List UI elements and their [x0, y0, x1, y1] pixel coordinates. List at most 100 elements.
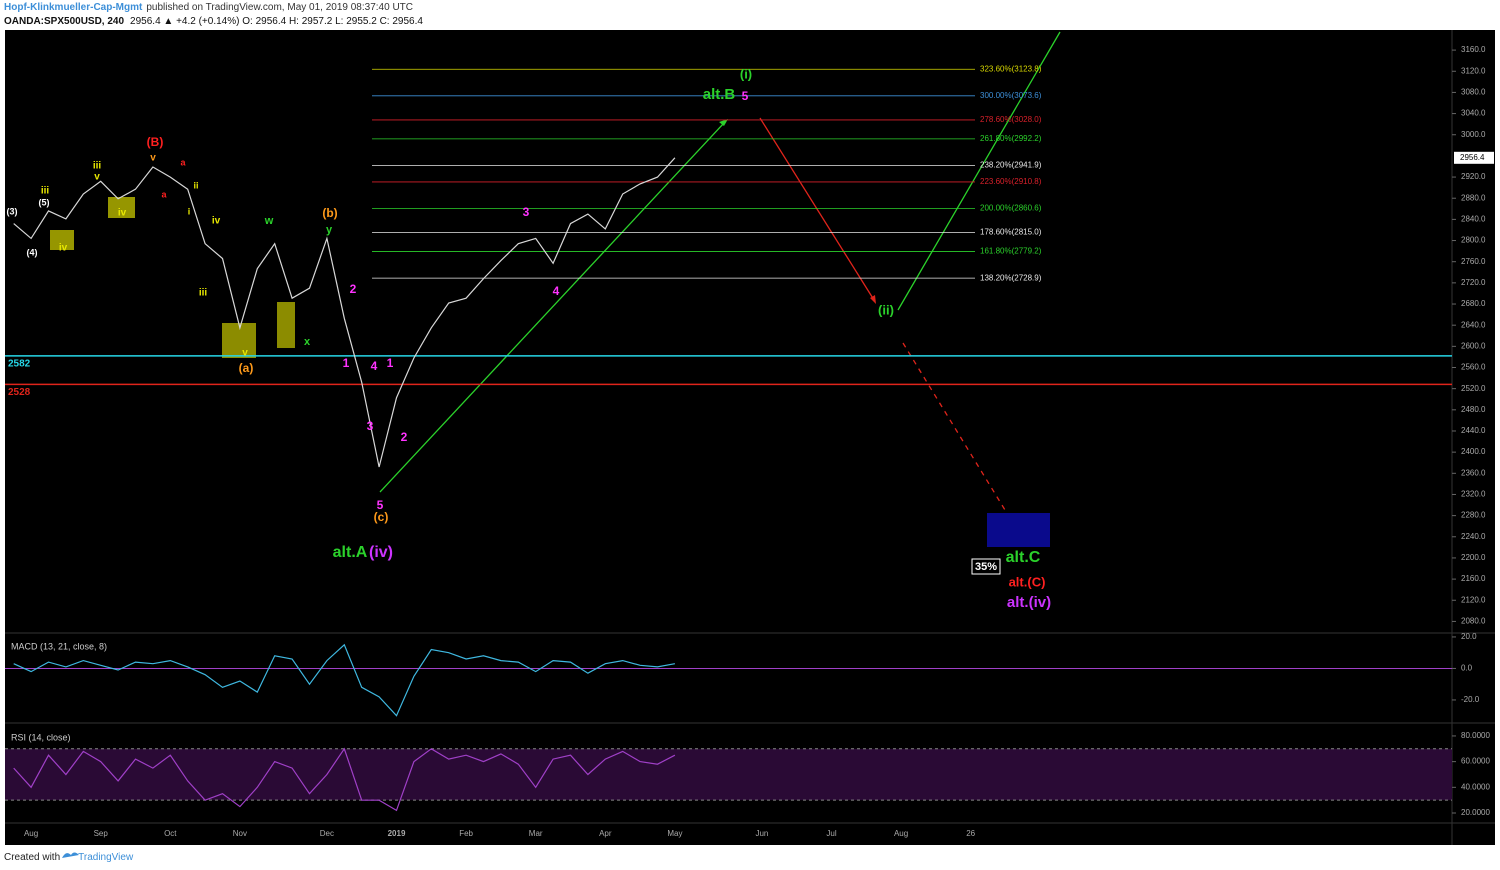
y-tick-label: 2080.0: [1461, 617, 1486, 626]
y-tick-label: 3000.0: [1461, 130, 1486, 139]
wave-label: alt.(iv): [1007, 594, 1051, 611]
symbol: OANDA:SPX500USD, 240: [4, 16, 124, 27]
x-tick-label: Jul: [826, 829, 836, 838]
x-tick-label: Feb: [459, 829, 473, 838]
fib-label: 261.80%(2992.2): [980, 134, 1042, 143]
wave-label: v: [150, 153, 156, 164]
series-line: [13, 157, 676, 468]
y-tick-label: 2520.0: [1461, 384, 1486, 393]
brand-icon: [62, 852, 79, 858]
wave-label: w: [264, 215, 274, 227]
y-tick-label: 2360.0: [1461, 468, 1486, 477]
wave-label: ii: [193, 180, 198, 190]
wave-label: iv: [59, 243, 68, 254]
arrow-head: [719, 119, 728, 126]
last-price-label: 2956.4: [1460, 153, 1485, 162]
wave-label: (b): [322, 206, 337, 220]
y-tick-label: 2200.0: [1461, 553, 1486, 562]
symbol-line: OANDA:SPX500USD, 240 2956.4 ▲ +4.2 (+0.14…: [4, 16, 423, 27]
y-tick-label: 40.0000: [1461, 782, 1490, 791]
footer-line: Created with TradingView: [4, 852, 134, 863]
author[interactable]: Hopf-Klinkmueller-Cap-Mgmt: [4, 2, 143, 13]
y-tick-label: 3080.0: [1461, 88, 1486, 97]
wave-label: (5): [39, 197, 50, 207]
level-label: 2582: [8, 359, 31, 370]
x-tick-label: Apr: [599, 829, 612, 838]
y-tick-label: 2480.0: [1461, 405, 1486, 414]
rsi-band: [5, 748, 1452, 801]
wave-label: (a): [239, 361, 254, 375]
x-tick-label: Oct: [164, 829, 177, 838]
wave-label: alt.(C): [1009, 574, 1046, 589]
header-line: Hopf-Klinkmueller-Cap-Mgmt published on T…: [4, 2, 413, 13]
y-tick-label: 2280.0: [1461, 511, 1486, 520]
wave-label: 2: [350, 282, 357, 296]
wave-label: (ii): [878, 302, 894, 317]
y-tick-label: 2680.0: [1461, 299, 1486, 308]
x-tick-label: Nov: [233, 829, 247, 838]
wave-label: alt.B: [703, 86, 736, 103]
y-tick-label: 3040.0: [1461, 109, 1486, 118]
footer-brand[interactable]: TradingView: [78, 852, 134, 863]
y-tick-label: 2880.0: [1461, 193, 1486, 202]
fib-label: 161.80%(2779.2): [980, 247, 1042, 256]
fib-label: 278.60%(3028.0): [980, 115, 1042, 124]
wave-label: alt.A: [333, 544, 368, 561]
wave-label: (3): [7, 206, 18, 216]
x-tick-label: 2019: [388, 829, 406, 838]
wave-label: a: [161, 189, 167, 199]
wave-label: 35%: [975, 561, 997, 573]
y-tick-label: 2800.0: [1461, 236, 1486, 245]
x-tick-label: May: [667, 829, 682, 838]
projection: [902, 342, 1006, 511]
wave-label: (c): [374, 510, 389, 524]
fib-label: 178.60%(2815.0): [980, 228, 1042, 237]
projection: [379, 122, 725, 493]
y-tick-label: 2600.0: [1461, 341, 1486, 350]
wave-label: 1: [343, 356, 350, 370]
wave-label: iii: [93, 161, 102, 172]
level-label: 2528: [8, 387, 31, 398]
wave-label: alt.C: [1006, 549, 1041, 566]
x-tick-label: Jun: [755, 829, 768, 838]
fib-label: 138.20%(2728.9): [980, 273, 1042, 282]
last-price-tag: [1454, 151, 1494, 164]
wave-label: y: [326, 224, 333, 236]
y-tick-label: 2920.0: [1461, 172, 1486, 181]
y-tick-label: 2440.0: [1461, 426, 1486, 435]
highlight-box: [222, 323, 256, 358]
pane-title: RSI (14, close): [11, 732, 71, 742]
wave-label: 1: [387, 356, 394, 370]
y-tick-label: 80.0000: [1461, 731, 1490, 740]
x-tick-label: 26: [966, 829, 975, 838]
target-box: [987, 513, 1050, 547]
y-tick-label: 2160.0: [1461, 574, 1486, 583]
y-tick-label: 2320.0: [1461, 490, 1486, 499]
pane-title: MACD (13, 21, close, 8): [11, 641, 107, 651]
projection: [759, 117, 875, 301]
quote: 2956.4 ▲ +4.2 (+0.14%) O: 2956.4 H: 2957…: [130, 16, 423, 27]
wave-label: a: [180, 157, 186, 167]
wave-label: 5: [377, 498, 384, 512]
wave-label: 5: [742, 89, 749, 103]
fib-label: 200.00%(2860.6): [980, 204, 1042, 213]
wave-label: x: [304, 336, 311, 348]
y-tick-label: 20.0000: [1461, 808, 1490, 817]
y-tick-label: 3160.0: [1461, 45, 1486, 54]
y-tick-label: 2560.0: [1461, 363, 1486, 372]
x-tick-label: Aug: [24, 829, 38, 838]
y-tick-label: 2120.0: [1461, 595, 1486, 604]
series-line: [13, 643, 676, 717]
footer-text: Created with: [4, 852, 60, 863]
fib-label: 238.20%(2941.9): [980, 161, 1042, 170]
wave-label: (4): [27, 247, 38, 257]
projection: [897, 31, 1061, 311]
y-tick-label: 60.0000: [1461, 757, 1490, 766]
wave-label: iii: [199, 288, 208, 299]
wave-label: v: [94, 172, 100, 183]
x-tick-label: Mar: [529, 829, 543, 838]
wave-label: 3: [523, 205, 530, 219]
wave-label: 3: [367, 419, 374, 433]
wave-label: 2: [401, 430, 408, 444]
